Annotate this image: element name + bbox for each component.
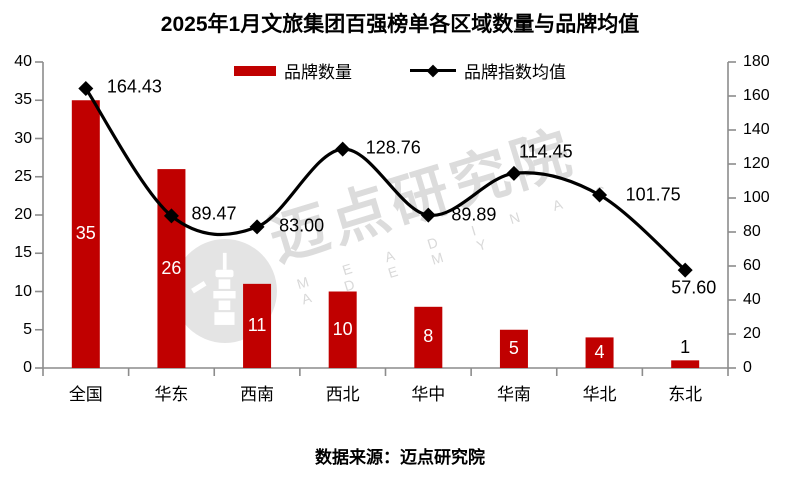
- legend-bar-label: 品牌数量: [284, 63, 352, 82]
- right-axis-label: 0: [743, 359, 752, 376]
- bar-全国: [71, 100, 100, 368]
- legend: 品牌数量 品牌指数均值: [0, 58, 800, 83]
- bar-华中: [414, 306, 443, 368]
- bar-value-label: 4: [594, 341, 605, 362]
- diamond-marker-icon: [426, 64, 440, 77]
- line-series-swatch: [410, 64, 456, 77]
- line-value-label: 128.76: [365, 137, 421, 158]
- right-axis-label: 140: [743, 121, 770, 138]
- category-label-华中: 华中: [411, 385, 446, 404]
- left-axis-label: 35: [14, 91, 32, 109]
- right-axis-label: 40: [743, 291, 761, 308]
- legend-item-line: 品牌指数均值: [410, 58, 566, 83]
- bar-东北: [671, 360, 700, 368]
- bar-value-label: 26: [161, 257, 182, 278]
- left-axis-label: 15: [14, 244, 32, 262]
- bar-华南: [499, 329, 528, 368]
- category-label-华南: 华南: [496, 385, 531, 404]
- right-axis-label: 80: [743, 223, 761, 240]
- right-axis-label: 120: [743, 155, 770, 172]
- bar-series-swatch: [234, 65, 276, 76]
- bar-value-label: 5: [508, 337, 519, 358]
- chart-title: 2025年1月文旅集团百强榜单各区域数量与品牌均值: [160, 13, 640, 36]
- category-label-全国: 全国: [68, 385, 103, 404]
- category-label-华北: 华北: [582, 385, 617, 404]
- right-axis-label: 160: [743, 87, 770, 104]
- category-label-华东: 华东: [154, 385, 189, 404]
- left-axis-label: 20: [14, 206, 32, 223]
- diamond-marker-全国: [78, 80, 94, 96]
- diamond-marker-华东: [163, 208, 179, 224]
- diamond-marker-西南: [249, 219, 265, 235]
- bar-华北: [585, 337, 614, 368]
- diamond-marker-华中: [420, 207, 436, 223]
- right-axis-label: 100: [743, 189, 770, 206]
- line-value-label: 89.89: [451, 204, 497, 225]
- line-value-label: 57.60: [671, 277, 717, 298]
- legend-item-bars: 品牌数量: [234, 58, 352, 83]
- bar-value-label: 35: [75, 223, 96, 244]
- bar-value-label: 10: [332, 318, 353, 339]
- bar-value-label: 1: [680, 337, 691, 358]
- diamond-marker-西北: [335, 141, 351, 157]
- line-value-label: 114.45: [518, 141, 573, 162]
- bar-西北: [328, 291, 357, 368]
- category-label-西北: 西北: [325, 385, 360, 404]
- left-axis-label: 25: [14, 167, 32, 185]
- right-axis-label: 20: [743, 325, 761, 342]
- line-value-label: 164.43: [106, 76, 162, 97]
- right-axis-label: 60: [743, 257, 761, 274]
- line-value-label: 89.47: [191, 203, 237, 224]
- line-value-label: 101.75: [625, 184, 681, 205]
- right-axis-label: 180: [743, 53, 770, 70]
- legend-line-label: 品牌指数均值: [464, 63, 566, 82]
- category-label-东北: 东北: [668, 385, 703, 404]
- left-axis-label: 5: [23, 320, 32, 338]
- data-source: 数据来源：迈点研究院: [315, 448, 485, 467]
- diamond-marker-华南: [506, 165, 522, 181]
- left-axis-label: 10: [14, 282, 32, 300]
- line-value-label: 83.00: [279, 215, 325, 236]
- bar-value-label: 8: [423, 326, 434, 347]
- bar-value-label: 11: [247, 314, 267, 335]
- left-axis-label: 0: [23, 359, 32, 376]
- left-axis-label: 30: [14, 129, 32, 147]
- diamond-marker-东北: [677, 262, 693, 278]
- left-axis-label: 40: [14, 53, 32, 70]
- diamond-marker-华北: [592, 187, 608, 203]
- category-label-西南: 西南: [240, 385, 275, 404]
